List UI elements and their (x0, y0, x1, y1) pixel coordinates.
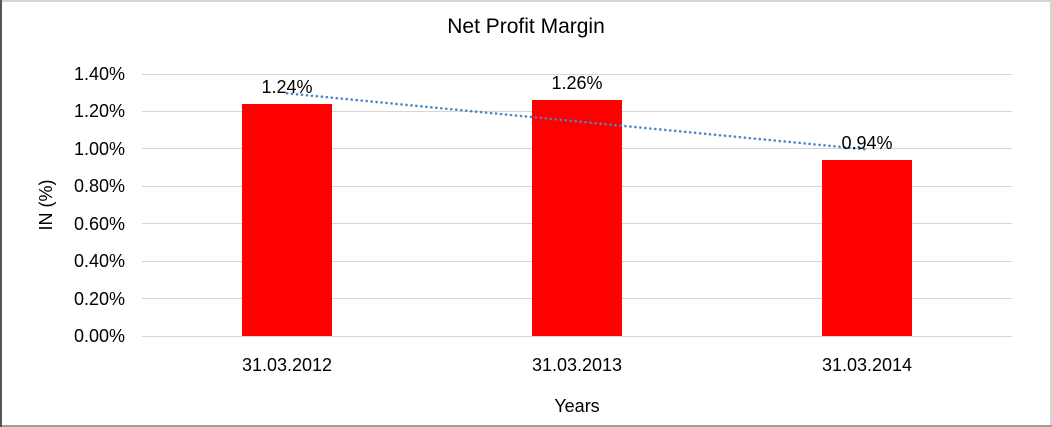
data-label: 0.94% (841, 133, 893, 154)
bar (532, 100, 622, 336)
gridline (142, 335, 1012, 337)
frame-border-bottom (0, 425, 1052, 427)
frame-border-top (0, 0, 1052, 2)
y-tick-label: 1.00% (73, 138, 125, 159)
x-tick-label: 31.03.2012 (241, 355, 333, 375)
y-tick-label: 0.80% (73, 176, 125, 197)
x-tick-label: 31.03.2014 (821, 355, 913, 375)
y-tick-label: 0.00% (73, 326, 125, 346)
data-label: 1.26% (551, 73, 603, 94)
x-tick-label: 31.03.2013 (531, 355, 623, 375)
data-label: 1.24% (261, 76, 313, 97)
y-tick-label: 0.60% (73, 213, 125, 234)
y-tick-label: 0.20% (73, 288, 125, 309)
frame-border-left (0, 0, 2, 427)
y-tick-label: 1.40% (73, 64, 125, 84)
frame-border-right (1050, 0, 1052, 427)
y-tick-label: 1.20% (73, 101, 125, 122)
chart-title: Net Profit Margin (447, 15, 605, 38)
y-tick-label: 0.40% (73, 251, 125, 272)
gridline (142, 73, 1012, 75)
bar (822, 160, 912, 336)
x-axis-title: Years (554, 396, 600, 416)
bar (242, 103, 332, 336)
